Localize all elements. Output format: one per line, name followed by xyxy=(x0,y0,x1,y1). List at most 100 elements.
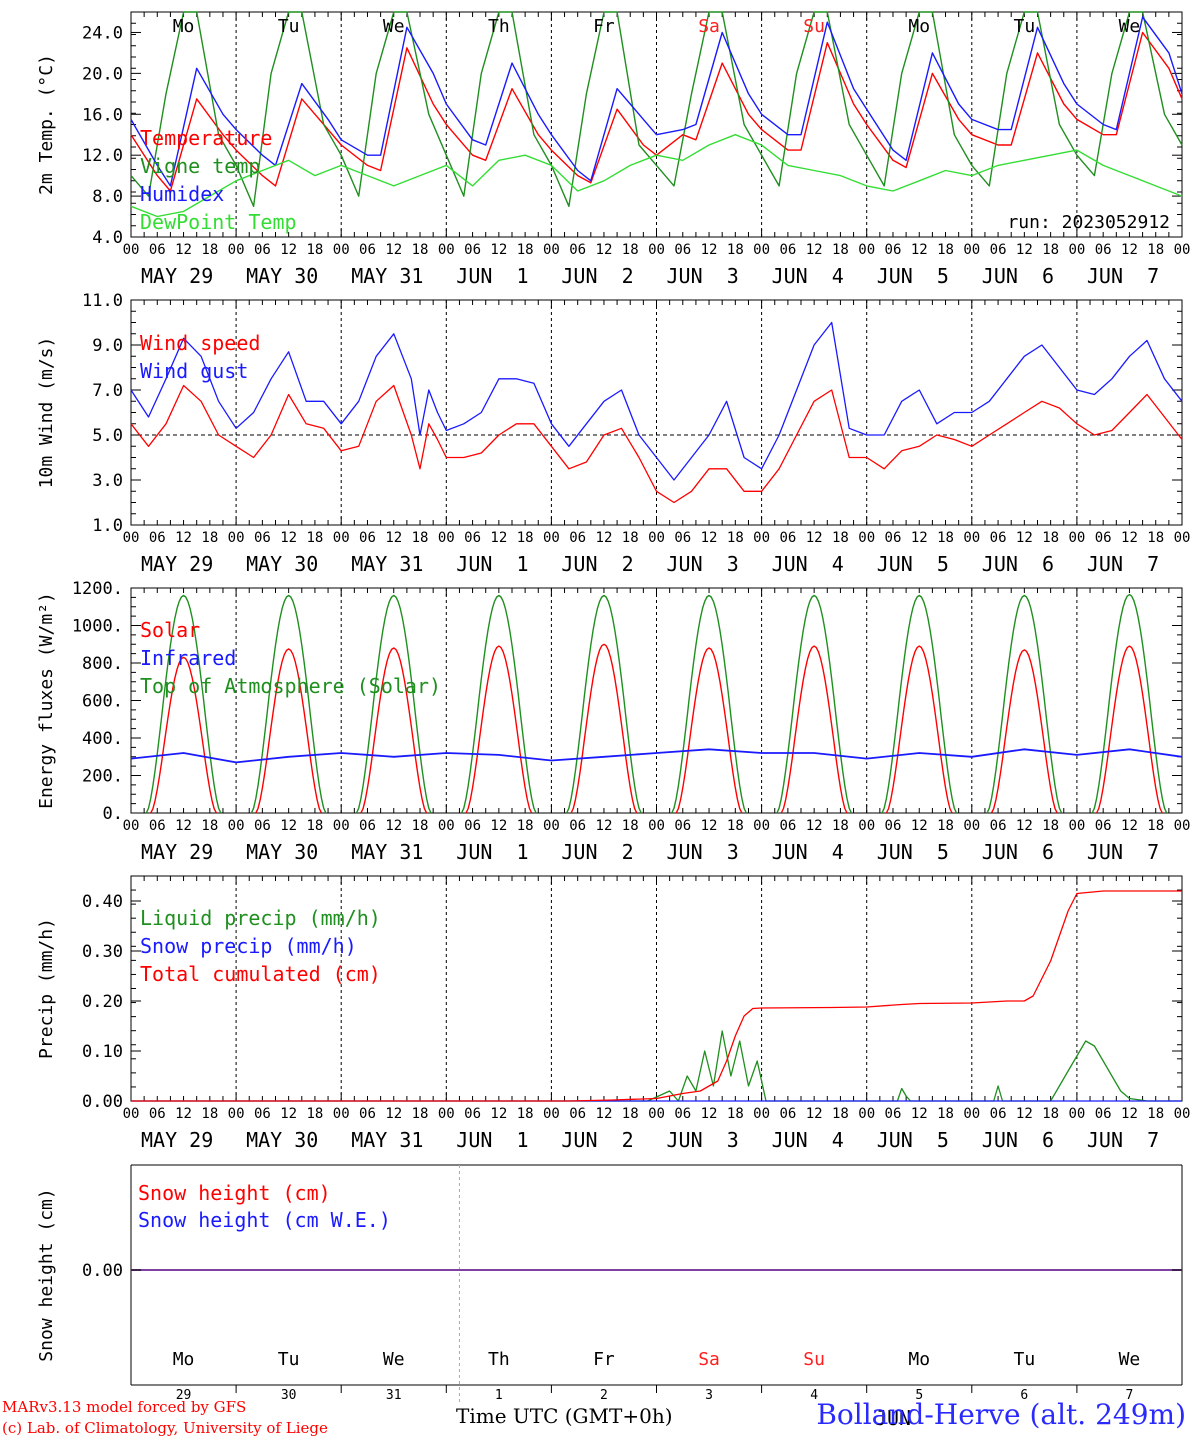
day-number-label: 2 xyxy=(600,1388,608,1403)
legend-liquid-precip-mm-h-: Liquid precip (mm/h) xyxy=(140,906,381,930)
day-number-label: 30 xyxy=(281,1388,297,1403)
hour-tick-label: 18 xyxy=(1042,818,1059,834)
weekday-label: Mo xyxy=(173,16,195,37)
run-label: run: 2023052912 xyxy=(1007,212,1170,233)
hour-tick-label: 18 xyxy=(412,818,429,834)
y-tick-label: 1.0 xyxy=(92,516,123,536)
series-line xyxy=(460,594,537,814)
series-line xyxy=(885,645,953,814)
hour-tick-label: 00 xyxy=(1068,818,1085,834)
hour-tick-label: 18 xyxy=(306,530,323,546)
hour-tick-label: 12 xyxy=(1016,1106,1033,1122)
hour-tick-label: 12 xyxy=(175,1106,192,1122)
date-label: JUN 1 xyxy=(456,264,528,288)
date-label: JUN 5 xyxy=(877,552,949,576)
date-label: JUN 4 xyxy=(772,552,844,576)
legend-snow-height-cm-w-e-: Snow height (cm W.E.) xyxy=(138,1208,391,1232)
y-tick-label: 0.40 xyxy=(82,892,123,912)
y-tick-label: 1000. xyxy=(72,617,123,637)
hour-tick-label: 06 xyxy=(1095,530,1112,546)
weekday-label: Th xyxy=(488,1349,510,1370)
day-number-label: 29 xyxy=(176,1388,192,1403)
hour-tick-label: 00 xyxy=(228,242,245,258)
hour-tick-label: 06 xyxy=(149,242,166,258)
hour-tick-label: 06 xyxy=(359,818,376,834)
hour-tick-label: 06 xyxy=(254,1106,271,1122)
hour-tick-label: 18 xyxy=(1147,242,1164,258)
hour-tick-label: 00 xyxy=(543,818,560,834)
hour-tick-label: 00 xyxy=(753,1106,770,1122)
series-line xyxy=(145,594,222,814)
hour-tick-label: 00 xyxy=(333,530,350,546)
series-line xyxy=(131,1030,1182,1102)
hour-tick-label: 12 xyxy=(596,242,613,258)
series-line xyxy=(566,594,642,814)
date-label: JUN 2 xyxy=(561,840,633,864)
series-line xyxy=(671,594,747,814)
hour-tick-label: 00 xyxy=(228,1106,245,1122)
day-number-label: 5 xyxy=(915,1388,923,1403)
hour-tick-label: 18 xyxy=(622,530,639,546)
day-number-label: 6 xyxy=(1020,1388,1028,1403)
date-label: JUN 2 xyxy=(561,552,633,576)
date-label: JUN 6 xyxy=(982,840,1054,864)
hour-tick-label: 12 xyxy=(1016,530,1033,546)
hour-tick-label: 00 xyxy=(1174,1106,1191,1122)
hour-tick-label: 00 xyxy=(438,530,455,546)
date-label: JUN 5 xyxy=(877,840,949,864)
hour-tick-label: 18 xyxy=(832,1106,849,1122)
y-axis-label: Precip (mm/h) xyxy=(36,918,57,1059)
date-label: MAY 29 xyxy=(141,1128,213,1152)
hour-tick-label: 18 xyxy=(937,242,954,258)
series-line xyxy=(130,133,1183,218)
hour-tick-label: 06 xyxy=(149,1106,166,1122)
y-tick-label: 200. xyxy=(82,767,123,787)
weekday-label: Su xyxy=(803,16,825,37)
series-line xyxy=(1091,593,1168,814)
hour-tick-label: 06 xyxy=(359,242,376,258)
hour-tick-label: 06 xyxy=(885,242,902,258)
hour-tick-label: 18 xyxy=(727,818,744,834)
weekday-label: We xyxy=(383,16,405,37)
date-label: JUN 2 xyxy=(561,1128,633,1152)
weekday-label: Fr xyxy=(593,16,615,37)
hour-tick-label: 12 xyxy=(175,530,192,546)
hour-tick-label: 00 xyxy=(1174,530,1191,546)
hour-tick-label: 12 xyxy=(1016,242,1033,258)
date-label: JUN 3 xyxy=(667,1128,739,1152)
hour-tick-label: 00 xyxy=(543,1106,560,1122)
series-line xyxy=(990,649,1058,814)
hour-tick-label: 18 xyxy=(622,242,639,258)
hour-tick-label: 06 xyxy=(569,1106,586,1122)
hour-tick-label: 12 xyxy=(596,1106,613,1122)
y-tick-label: 0. xyxy=(103,804,123,824)
weekday-label: Sa xyxy=(698,1349,720,1370)
y-tick-label: 0.30 xyxy=(82,942,123,962)
hour-tick-label: 06 xyxy=(464,818,481,834)
hour-tick-label: 06 xyxy=(149,530,166,546)
hour-tick-label: 12 xyxy=(280,530,297,546)
hour-tick-label: 18 xyxy=(727,530,744,546)
hour-tick-label: 18 xyxy=(201,818,218,834)
y-tick-label: 8.0 xyxy=(92,187,123,207)
y-axis-label: 2m Temp. (°C) xyxy=(36,54,57,195)
y-axis-label: Energy fluxes (W/m²) xyxy=(36,592,57,809)
date-label: JUN 6 xyxy=(982,1128,1054,1152)
y-tick-label: 16.0 xyxy=(82,105,123,125)
hour-tick-label: 12 xyxy=(280,1106,297,1122)
hour-tick-label: 18 xyxy=(622,1106,639,1122)
hour-tick-label: 06 xyxy=(990,242,1007,258)
hour-tick-label: 00 xyxy=(228,818,245,834)
hour-tick-label: 12 xyxy=(1121,530,1138,546)
hour-tick-label: 00 xyxy=(228,530,245,546)
y-tick-label: 7.0 xyxy=(92,381,123,401)
weekday-label: Tu xyxy=(1014,1349,1036,1370)
y-tick-label: 0.00 xyxy=(82,1261,123,1281)
hour-tick-label: 18 xyxy=(937,530,954,546)
date-label: MAY 31 xyxy=(351,1128,423,1152)
hour-tick-label: 00 xyxy=(438,242,455,258)
series-line xyxy=(360,647,428,814)
hour-tick-label: 00 xyxy=(963,242,980,258)
series-line xyxy=(130,321,1183,481)
